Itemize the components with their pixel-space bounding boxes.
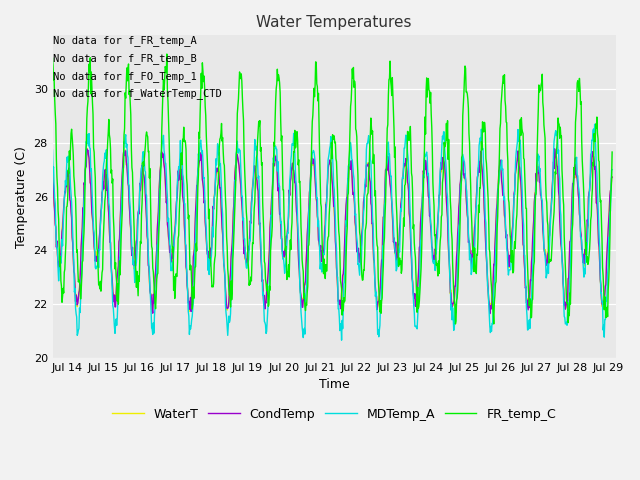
MDTemp_A xyxy=(591,121,598,127)
CondTemp xyxy=(46,145,54,151)
FR_temp_C xyxy=(608,149,616,155)
Text: No data for f_FR_temp_B: No data for f_FR_temp_B xyxy=(52,53,196,64)
WaterT xyxy=(102,170,110,176)
Line: WaterT: WaterT xyxy=(49,147,612,312)
FR_temp_C xyxy=(495,152,503,157)
Text: No data for f_FO_Temp_1: No data for f_FO_Temp_1 xyxy=(52,71,196,82)
MDTemp_A xyxy=(495,179,502,184)
FR_temp_C xyxy=(294,137,301,143)
CondTemp xyxy=(45,146,53,152)
FR_temp_C xyxy=(163,51,171,57)
CondTemp xyxy=(608,174,616,180)
Legend: WaterT, CondTemp, MDTemp_A, FR_temp_C: WaterT, CondTemp, MDTemp_A, FR_temp_C xyxy=(108,403,561,426)
WaterT xyxy=(608,174,616,180)
MDTemp_A xyxy=(485,300,493,306)
MDTemp_A xyxy=(608,167,616,173)
MDTemp_A xyxy=(102,147,110,153)
MDTemp_A xyxy=(433,251,440,257)
MDTemp_A xyxy=(45,152,53,157)
Title: Water Temperatures: Water Temperatures xyxy=(257,15,412,30)
WaterT xyxy=(294,228,301,233)
Line: MDTemp_A: MDTemp_A xyxy=(49,124,612,340)
FR_temp_C xyxy=(102,158,110,164)
WaterT xyxy=(273,175,281,180)
FR_temp_C xyxy=(45,126,53,132)
CondTemp xyxy=(486,311,493,317)
CondTemp xyxy=(485,297,493,302)
Line: FR_temp_C: FR_temp_C xyxy=(49,54,612,324)
FR_temp_C xyxy=(273,66,281,72)
FR_temp_C xyxy=(452,321,460,327)
MDTemp_A xyxy=(293,198,301,204)
Text: No data for f_FR_temp_A: No data for f_FR_temp_A xyxy=(52,36,196,46)
FR_temp_C xyxy=(485,246,493,252)
WaterT xyxy=(485,299,493,304)
MDTemp_A xyxy=(273,146,280,152)
WaterT xyxy=(45,144,53,150)
WaterT xyxy=(495,168,502,173)
CondTemp xyxy=(495,167,503,172)
CondTemp xyxy=(273,172,281,178)
WaterT xyxy=(148,309,156,314)
CondTemp xyxy=(433,243,440,249)
Line: CondTemp: CondTemp xyxy=(49,148,612,314)
X-axis label: Time: Time xyxy=(319,378,349,391)
CondTemp xyxy=(294,225,301,230)
Text: No data for f_WaterTemp_CTD: No data for f_WaterTemp_CTD xyxy=(52,88,221,99)
Y-axis label: Temperature (C): Temperature (C) xyxy=(15,145,28,248)
FR_temp_C xyxy=(433,263,440,268)
MDTemp_A xyxy=(338,337,346,343)
CondTemp xyxy=(103,183,111,189)
WaterT xyxy=(433,240,440,246)
